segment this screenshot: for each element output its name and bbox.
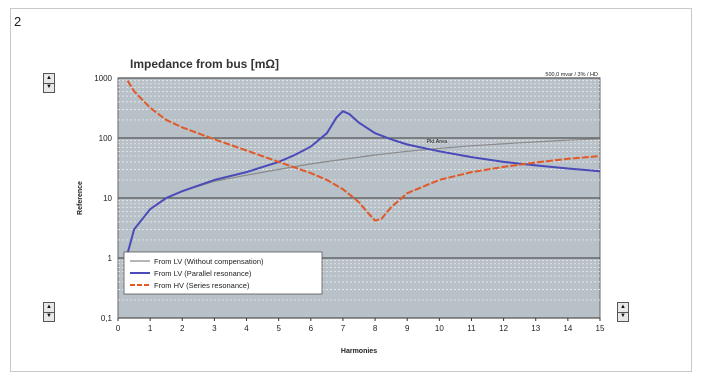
scroll-down-arrow-icon[interactable]: ▼ (46, 84, 52, 90)
y-axis-label: Reference (77, 181, 84, 215)
x-tick-label: 10 (435, 324, 444, 333)
y-tick-label: 1 (108, 254, 113, 263)
x-tick-label: 3 (212, 324, 217, 333)
figure-number: 2 (14, 14, 22, 29)
y-tick-label: 100 (99, 134, 113, 143)
x-tick-label: 9 (405, 324, 410, 333)
x-tick-label: 8 (373, 324, 378, 333)
scroll-down-arrow-icon[interactable]: ▼ (46, 313, 52, 319)
chart-subtitle: 500,0 mvar / 3% / HD (545, 72, 598, 78)
x-axis-label: Harmonies (341, 348, 377, 355)
scroll-down-arrow-icon[interactable]: ▼ (620, 313, 626, 319)
x-tick-label: 12 (499, 324, 508, 333)
x-tick-label: 14 (563, 324, 572, 333)
chart-title: Impedance from bus [mΩ] (130, 57, 279, 71)
x-tick-label: 2 (180, 324, 185, 333)
x-tick-label: 11 (467, 324, 476, 333)
legend-label-1: From LV (Without compensation) (154, 257, 264, 266)
y-axis-lower-scroll-control[interactable]: ▲ ▼ (43, 302, 55, 322)
x-tick-label: 1 (148, 324, 153, 333)
legend-label-3: From HV (Series resonance) (154, 281, 250, 290)
x-tick-label: 0 (116, 324, 121, 333)
x-tick-label: 15 (596, 324, 605, 333)
x-tick-label: 4 (244, 324, 249, 333)
y-tick-label: 10 (103, 194, 112, 203)
x-tick-label: 6 (309, 324, 314, 333)
scroll-up-arrow-icon[interactable]: ▲ (44, 303, 54, 313)
series-line-3 (126, 80, 601, 222)
x-tick-label: 7 (341, 324, 346, 333)
y-axis-upper-scroll-control[interactable]: ▲ ▼ (43, 73, 55, 93)
x-axis-scroll-control[interactable]: ▲ ▼ (617, 302, 629, 322)
plot-annotation: Pkt Area (426, 139, 448, 145)
x-tick-label: 5 (276, 324, 281, 333)
legend-label-2: From LV (Parallel resonance) (154, 269, 252, 278)
scroll-up-arrow-icon[interactable]: ▲ (44, 74, 54, 84)
y-tick-label: 1000 (94, 74, 112, 83)
y-tick-label: 0,1 (101, 314, 113, 323)
series-line-2 (126, 110, 601, 254)
scroll-up-arrow-icon[interactable]: ▲ (618, 303, 628, 313)
x-tick-label: 13 (531, 324, 540, 333)
legend-box (123, 251, 323, 295)
